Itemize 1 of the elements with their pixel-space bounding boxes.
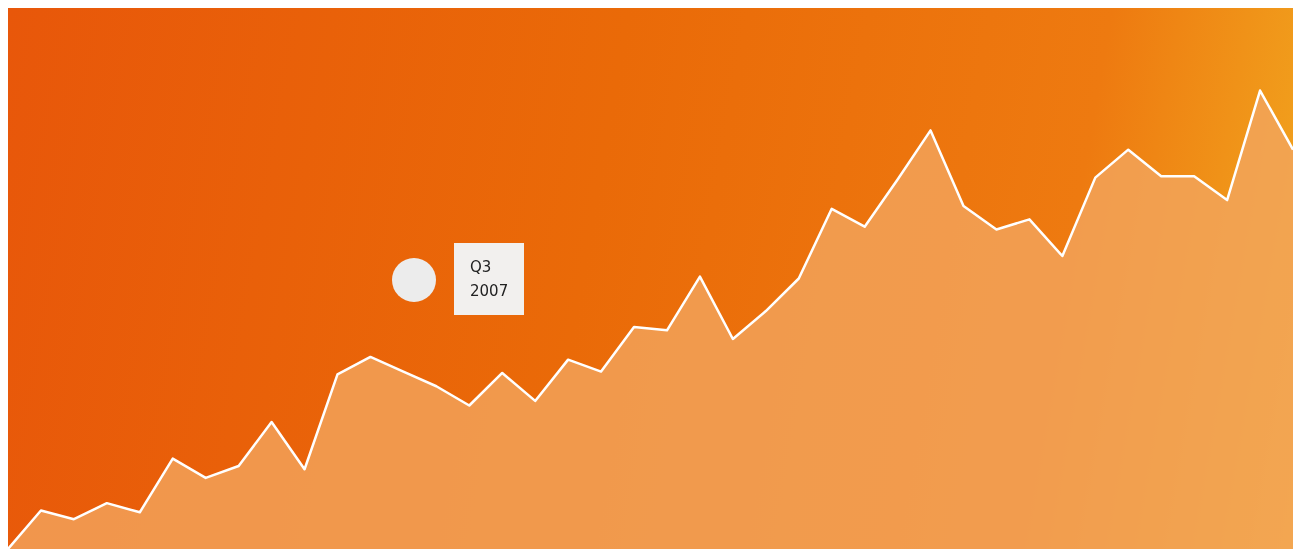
annotation: Q3 2007: [454, 243, 525, 315]
